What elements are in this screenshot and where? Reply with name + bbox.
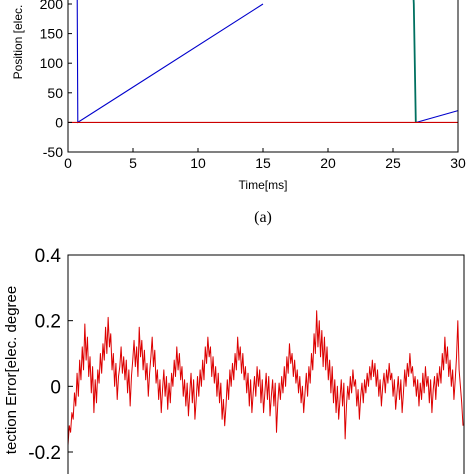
error-y-axis-label: tection Error[elec. degree bbox=[3, 286, 20, 454]
position-x-axis-label: Time[ms] bbox=[239, 178, 288, 192]
position-y-tick-label: 0 bbox=[55, 114, 63, 130]
position-y-ticks: -50 0 50 100 150 200 bbox=[40, 0, 72, 160]
position-y-axis-label: Position [elec. bbox=[11, 5, 25, 80]
error-plot-frame bbox=[67, 254, 465, 474]
position-x-tick-label: 5 bbox=[129, 155, 137, 171]
error-y-tick-label: 0.4 bbox=[35, 246, 62, 267]
position-series-line-1 bbox=[416, 110, 459, 123]
error-y-tick-label: 0.2 bbox=[35, 312, 61, 333]
position-y-tick-label: -50 bbox=[43, 144, 63, 160]
position-y-tick-label: 200 bbox=[40, 0, 64, 12]
error-y-ticks: -0.2 0 0.2 0.4 bbox=[28, 246, 73, 464]
position-series-group bbox=[68, 0, 459, 124]
position-x-ticks: 0 5 10 15 20 25 30 bbox=[64, 148, 466, 171]
position-x-tick-label: 10 bbox=[190, 155, 206, 171]
position-x-tick-label: 20 bbox=[320, 155, 336, 171]
position-x-tick-label: 15 bbox=[255, 155, 271, 171]
error-plot-area bbox=[68, 255, 464, 474]
error-series-line-0 bbox=[67, 310, 464, 446]
position-y-tick-label: 100 bbox=[40, 55, 64, 71]
position-x-tick-label: 30 bbox=[450, 155, 466, 171]
error-y-tick-label: -0.2 bbox=[28, 443, 61, 464]
position-plot-area bbox=[68, 0, 458, 152]
position-y-tick-label: 150 bbox=[40, 26, 64, 42]
error-y-tick-label: 0 bbox=[50, 377, 61, 398]
position-x-tick-label: 25 bbox=[385, 155, 401, 171]
position-series-line-2 bbox=[412, 0, 417, 123]
position-x-tick-label: 0 bbox=[64, 155, 72, 171]
chart-caption: (a) bbox=[254, 209, 272, 226]
error-chart: -0.2 0 0.2 0.4 tection Error[elec. degree bbox=[3, 246, 465, 474]
error-series-group bbox=[67, 310, 464, 446]
position-y-tick-label: 50 bbox=[47, 85, 63, 101]
